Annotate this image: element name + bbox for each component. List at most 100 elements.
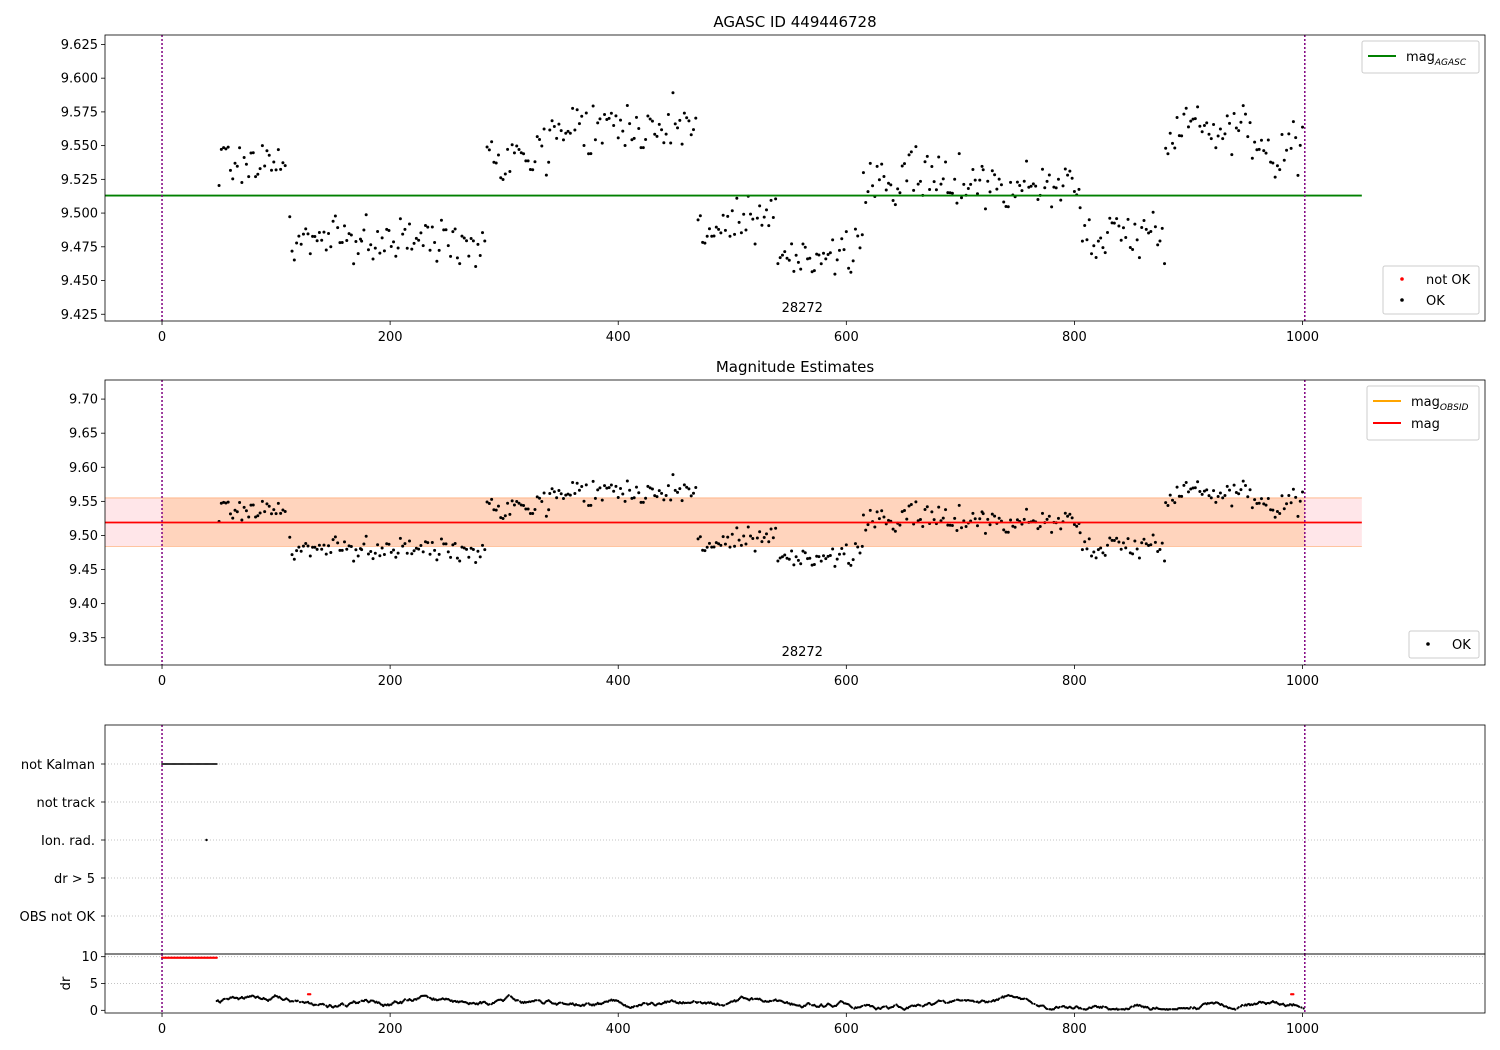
data-point [840,237,844,241]
data-point [1273,175,1277,179]
data-point [349,545,353,549]
data-point [730,209,734,213]
data-point [515,144,519,148]
data-point [955,528,959,532]
data-point [274,168,278,172]
data-point [1009,518,1013,522]
data-point [769,527,773,531]
data-point [621,129,625,133]
data-point [226,500,230,504]
data-point [1025,159,1029,163]
dr-point [723,1004,726,1007]
data-point [861,171,865,175]
y-tick-label: 9.625 [61,38,98,53]
data-point [842,248,846,252]
data-point [669,498,673,502]
data-point [637,491,641,495]
data-point [916,182,920,186]
data-point [306,544,310,548]
data-point [884,188,888,192]
data-point [980,164,984,168]
data-point [1110,538,1114,542]
data-point [1090,252,1094,256]
data-point [1034,184,1038,188]
data-point [737,538,741,542]
data-point [937,155,941,159]
data-point [630,138,634,142]
flag-category-label: OBS not OK [20,910,96,925]
data-point [824,257,828,261]
data-point [1112,539,1116,543]
data-point [1250,506,1254,510]
data-point [614,484,618,488]
data-point [444,228,448,232]
data-point [1273,515,1277,519]
data-point [1257,147,1261,151]
data-point [320,238,324,242]
legend-label: magOBSID [1411,395,1469,413]
data-point [701,548,705,552]
data-point [785,556,789,560]
data-point [650,119,654,123]
data-point [460,234,464,238]
data-point [533,160,537,164]
data-point [481,231,485,235]
data-point [930,164,934,168]
data-point [311,234,315,238]
data-point [1180,134,1184,138]
legend-marker [1400,277,1404,281]
data-point [451,230,455,234]
data-point [1077,187,1081,191]
data-point [803,245,807,249]
data-point [349,233,353,237]
data-point [1004,205,1008,209]
data-point [932,180,936,184]
data-point [279,167,283,171]
data-point [1031,519,1035,523]
data-point [900,510,904,514]
data-point [389,245,393,249]
data-point [382,249,386,253]
data-point [616,136,620,140]
data-point [1259,138,1263,142]
data-point [1080,548,1084,552]
y-tick-label: 9.450 [61,274,98,289]
data-point [893,203,897,207]
data-point [880,162,884,166]
data-point [694,485,698,489]
data-point [653,132,657,136]
data-point [837,248,841,252]
data-point [634,115,638,119]
data-point [787,258,791,262]
flag-category-label: Ion. rad. [41,834,95,849]
data-point [596,488,600,492]
data-point [676,126,680,130]
data-point [1063,167,1067,171]
data-point [1083,224,1087,228]
x-tick-label: 1000 [1286,674,1319,689]
data-point [512,503,516,507]
legend-label: mag [1411,417,1440,432]
data-point [366,248,370,252]
flag-category-label: dr > 5 [54,872,95,887]
data-point [923,160,927,164]
data-point [619,118,623,122]
data-point [828,251,832,255]
data-point [478,555,482,559]
data-point [1246,495,1250,499]
data-point [997,177,1001,181]
data-point [426,225,430,229]
data-point [311,545,315,549]
data-point [1241,104,1245,108]
data-point [1173,501,1177,505]
data-point [449,555,453,559]
data-point [853,542,857,546]
data-point [333,214,337,218]
data-point [571,106,575,110]
data-point [753,549,757,553]
data-point [928,188,932,192]
data-point [835,258,839,262]
data-point [369,243,373,247]
data-point [826,554,830,558]
data-point [866,190,870,194]
